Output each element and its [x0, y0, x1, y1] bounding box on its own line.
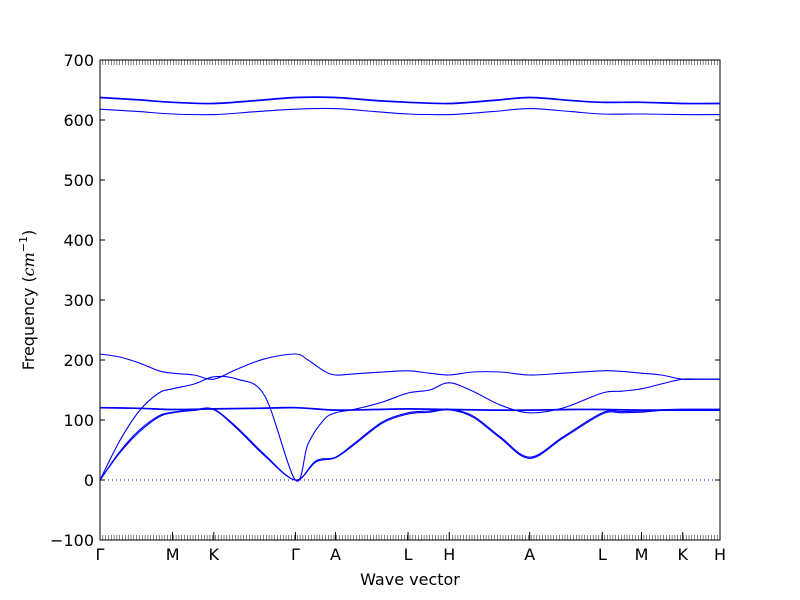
x-axis-title: Wave vector: [360, 570, 460, 589]
phonon-band-1: [99, 407, 720, 481]
y-axis-title-sup: −1: [17, 236, 30, 252]
phonon-band-2: [99, 407, 721, 481]
phonon-band-4: [99, 353, 720, 381]
x-tick-label: L: [404, 545, 413, 564]
x-tick-label: K: [209, 545, 220, 564]
y-axis-title-prefix: Frequency (: [19, 276, 38, 370]
ticks-layer: −100 0 100 200 300 400 500 600 700 Γ M K Γ A L H A L M K H: [50, 51, 726, 564]
x-tick-label: Γ: [96, 545, 105, 564]
y-tick-label: 100: [63, 411, 94, 430]
phonon-band-9: [99, 96, 721, 104]
x-tick-label: H: [714, 545, 726, 564]
y-tick-label: 700: [63, 51, 94, 70]
phonon-band-7: [99, 107, 721, 116]
y-tick-label: 300: [63, 291, 94, 310]
x-tick-label: M: [635, 545, 649, 564]
y-axis-title-math: cm: [19, 252, 38, 276]
x-tick-label: L: [598, 545, 607, 564]
bands-layer: [99, 96, 721, 482]
x-tick-label: K: [677, 545, 688, 564]
y-tick-label: 400: [63, 231, 94, 250]
y-tick-label: 200: [63, 351, 94, 370]
plot-frame: [99, 59, 721, 541]
x-tick-label: H: [443, 545, 455, 564]
x-tick-label: A: [330, 545, 341, 564]
y-tick-label: −100: [50, 531, 94, 550]
phonon-band-5: [99, 407, 720, 412]
phonon-band-3: [99, 375, 720, 482]
minor-ticks-layer: [99, 60, 721, 540]
y-tick-label: 0: [84, 471, 94, 490]
y-tick-label: 500: [63, 171, 94, 190]
x-tick-label: A: [524, 545, 535, 564]
y-axis-title: Frequency (cm−1): [17, 230, 38, 371]
y-tick-label: 600: [63, 111, 94, 130]
x-tick-label: Γ: [291, 545, 300, 564]
phonon-band-8: [99, 96, 721, 105]
x-tick-label: M: [166, 545, 180, 564]
y-axis-title-suffix: ): [19, 230, 38, 236]
phonon-band-6: [99, 406, 720, 411]
